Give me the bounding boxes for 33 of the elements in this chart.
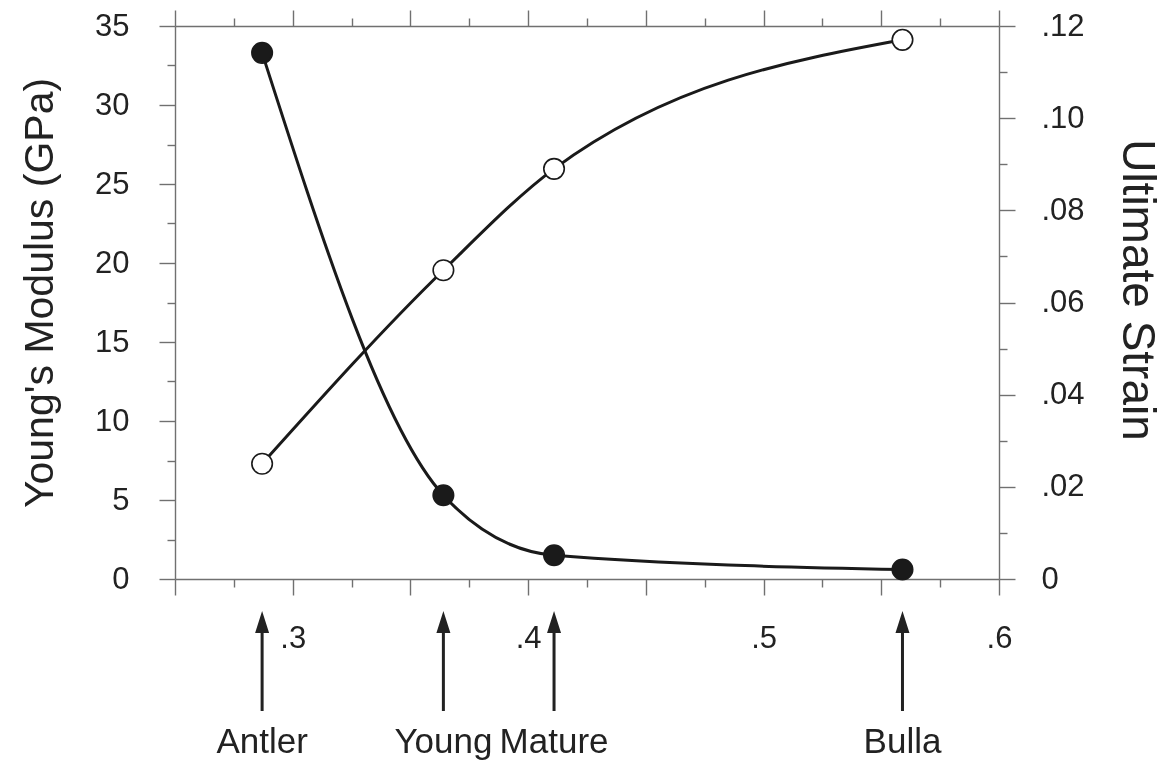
y-tick-label: 0 (112, 560, 130, 596)
y2-axis-title: Ultimate Strain (1112, 139, 1165, 441)
y2-tick-label: .08 (1041, 191, 1085, 227)
y-tick-label: 35 (95, 7, 130, 43)
y-tick-label: 20 (95, 244, 130, 280)
y-tick-label: 5 (112, 481, 130, 517)
point (432, 484, 455, 507)
x-tick-label: .5 (751, 619, 777, 655)
point (891, 558, 914, 581)
point (251, 41, 274, 64)
point (542, 544, 566, 567)
y-axis-title: Young's Modulus (GPa) (15, 77, 62, 509)
point (542, 157, 566, 180)
y2-tick-label: .10 (1041, 99, 1085, 135)
y-tick-label: 30 (95, 86, 130, 122)
x-tick-label: .4 (515, 619, 542, 655)
text: Antler (216, 721, 309, 760)
text: Mature (499, 721, 609, 760)
x-tick-label: .6 (986, 619, 1013, 655)
y2-tick-label: .04 (1041, 376, 1085, 412)
text: Bulla (863, 721, 942, 760)
point (891, 28, 914, 51)
x-tick-label: .3 (280, 619, 307, 655)
text: Young (394, 721, 493, 760)
y-tick-label: 10 (95, 402, 130, 438)
y2-tick-label: .06 (1041, 284, 1085, 319)
y2-tick-label: .02 (1041, 468, 1085, 504)
y-tick-label: 25 (95, 165, 130, 201)
point (251, 452, 274, 475)
y-tick-label: 15 (95, 323, 130, 359)
y2-tick-label: 0 (1041, 560, 1059, 596)
point (432, 259, 455, 282)
y2-tick-label: .12 (1041, 7, 1085, 43)
